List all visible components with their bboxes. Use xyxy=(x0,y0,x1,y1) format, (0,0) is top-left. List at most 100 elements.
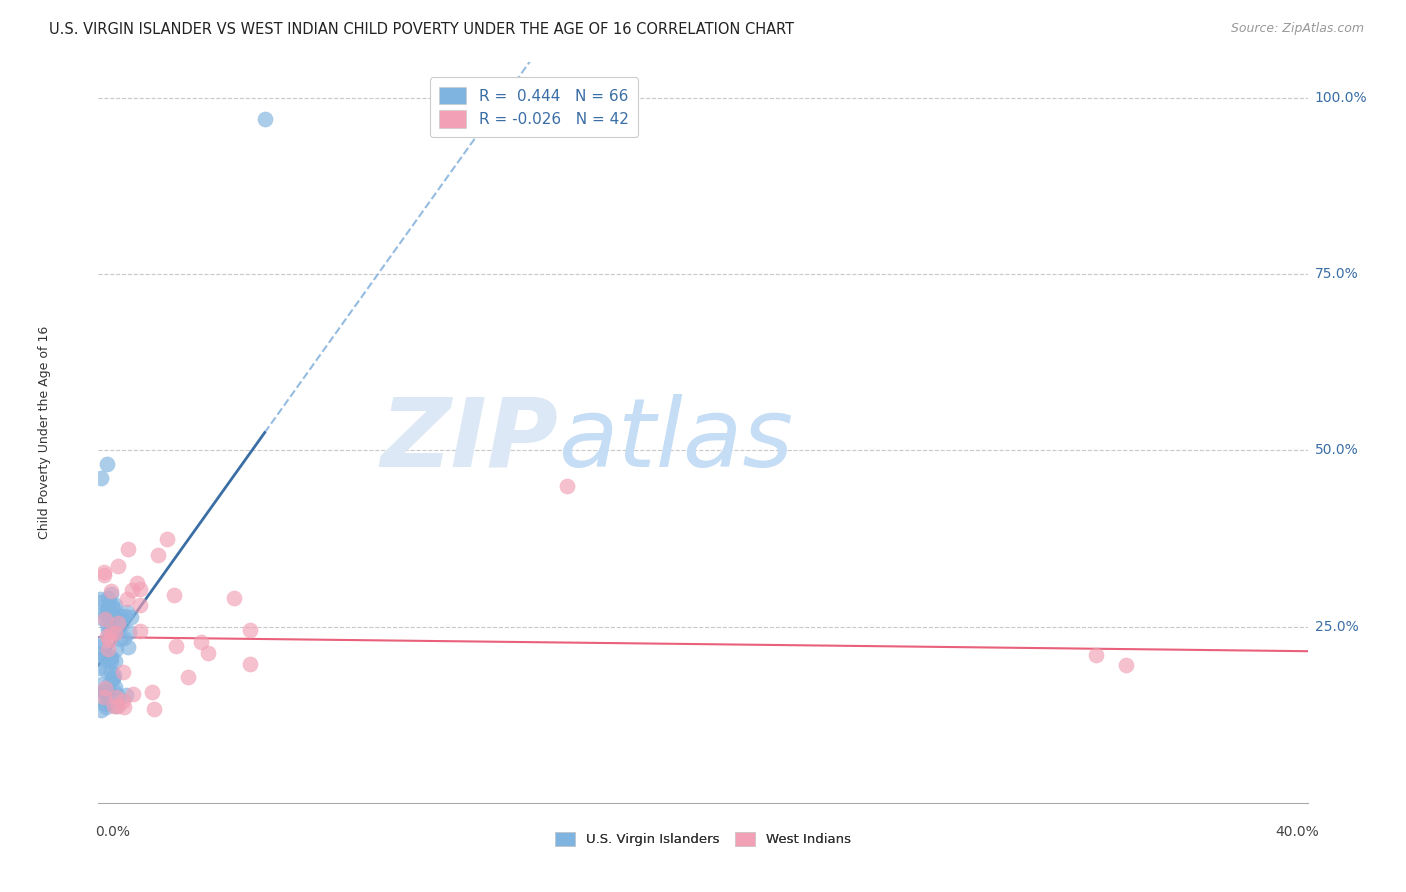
Point xyxy=(101,601,124,615)
Point xyxy=(98,632,121,647)
Point xyxy=(101,671,124,685)
Point xyxy=(108,608,131,623)
Point xyxy=(89,591,111,606)
Point xyxy=(100,583,122,598)
Point xyxy=(127,575,149,590)
Point xyxy=(91,635,114,649)
Point xyxy=(89,661,111,675)
Point xyxy=(253,112,276,126)
Point xyxy=(96,458,118,472)
Point xyxy=(97,676,120,690)
Point xyxy=(93,684,115,698)
Point xyxy=(96,686,118,700)
Point xyxy=(1115,658,1137,673)
Text: U.S. VIRGIN ISLANDER VS WEST INDIAN CHILD POVERTY UNDER THE AGE OF 16 CORRELATIO: U.S. VIRGIN ISLANDER VS WEST INDIAN CHIL… xyxy=(49,22,794,37)
Point xyxy=(110,613,132,627)
Point xyxy=(111,694,134,708)
Point xyxy=(93,698,115,712)
Text: 0.0%: 0.0% xyxy=(96,825,131,839)
Point xyxy=(93,688,115,702)
Point xyxy=(239,657,262,671)
Point xyxy=(104,699,127,714)
Point xyxy=(100,599,122,614)
Point xyxy=(197,646,219,660)
Point xyxy=(104,625,127,640)
Point xyxy=(89,647,111,661)
Text: Source: ZipAtlas.com: Source: ZipAtlas.com xyxy=(1230,22,1364,36)
Point xyxy=(96,663,118,677)
Point xyxy=(96,653,118,667)
Point xyxy=(98,651,121,665)
Point xyxy=(90,703,112,717)
Point xyxy=(107,616,129,631)
Point xyxy=(100,654,122,668)
Point xyxy=(98,696,121,710)
Point xyxy=(104,598,127,612)
Point xyxy=(112,665,135,680)
Legend: U.S. Virgin Islanders, West Indians: U.S. Virgin Islanders, West Indians xyxy=(550,827,856,852)
Text: 75.0%: 75.0% xyxy=(1315,267,1358,281)
Point xyxy=(129,624,152,639)
Point xyxy=(239,623,262,637)
Point xyxy=(112,700,135,714)
Point xyxy=(96,607,118,621)
Text: ZIP: ZIP xyxy=(380,393,558,486)
Point xyxy=(115,688,138,702)
Point xyxy=(117,542,139,557)
Point xyxy=(165,639,187,653)
Point xyxy=(118,625,141,640)
Point xyxy=(101,608,124,623)
Point xyxy=(117,640,139,655)
Point xyxy=(97,599,120,613)
Point xyxy=(89,639,111,653)
Point xyxy=(100,587,122,601)
Point xyxy=(115,605,138,619)
Point xyxy=(146,548,169,562)
Point xyxy=(93,606,115,620)
Point xyxy=(94,648,117,663)
Point xyxy=(163,588,186,602)
Point xyxy=(93,612,115,626)
Point xyxy=(107,689,129,703)
Point xyxy=(100,665,122,680)
Point xyxy=(108,632,131,647)
Point xyxy=(89,595,111,609)
Point xyxy=(104,654,127,668)
Text: Child Poverty Under the Age of 16: Child Poverty Under the Age of 16 xyxy=(38,326,51,540)
Point xyxy=(114,608,136,623)
Point xyxy=(129,598,152,612)
Point xyxy=(112,632,135,646)
Point xyxy=(101,671,124,685)
Point xyxy=(93,684,115,698)
Point xyxy=(190,635,212,649)
Point xyxy=(100,650,122,665)
Point xyxy=(128,582,150,596)
Point xyxy=(97,642,120,657)
Point xyxy=(110,618,132,632)
Point xyxy=(91,611,114,625)
Point xyxy=(96,629,118,643)
Point xyxy=(120,610,142,624)
Point xyxy=(224,591,246,606)
Point xyxy=(97,611,120,625)
Text: 50.0%: 50.0% xyxy=(1315,443,1358,458)
Point xyxy=(96,616,118,631)
Point xyxy=(122,687,145,701)
Point xyxy=(90,471,112,485)
Text: 40.0%: 40.0% xyxy=(1275,825,1319,839)
Point xyxy=(156,533,179,547)
Point xyxy=(121,583,143,598)
Point xyxy=(94,681,117,695)
Point xyxy=(94,700,117,714)
Point xyxy=(94,648,117,663)
Point xyxy=(96,603,118,617)
Text: 25.0%: 25.0% xyxy=(1315,620,1358,633)
Point xyxy=(103,683,125,698)
Point xyxy=(104,641,127,656)
Point xyxy=(107,558,129,573)
Point xyxy=(177,670,200,684)
Point xyxy=(1085,648,1108,662)
Point xyxy=(96,591,118,606)
Point xyxy=(93,568,115,582)
Point xyxy=(104,625,127,640)
